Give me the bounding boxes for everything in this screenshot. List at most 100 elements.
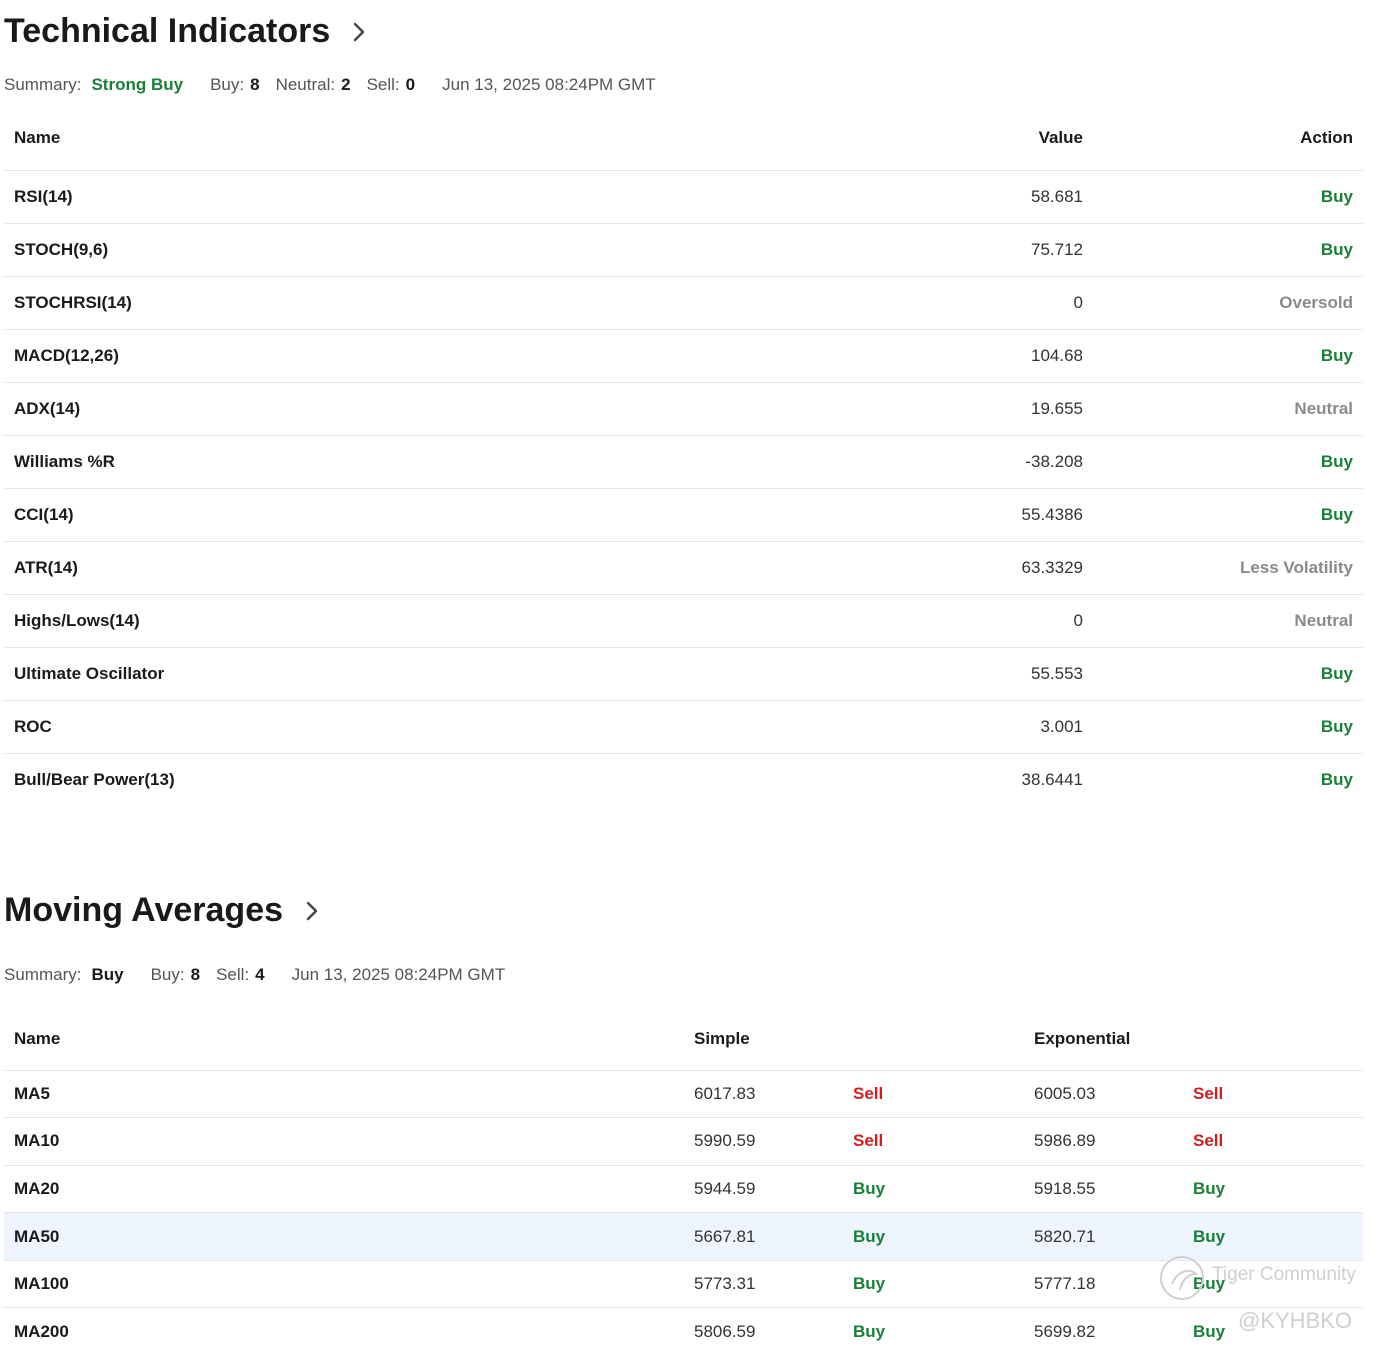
indicator-name: Williams %R xyxy=(14,451,115,471)
indicator-name: ATR(14) xyxy=(14,557,78,577)
ma-name: MA10 xyxy=(14,1131,60,1151)
table-row[interactable]: RSI(14) 58.681 Buy xyxy=(4,170,1363,223)
buy-label: Buy: xyxy=(150,965,185,984)
indicator-action: Less Volatility xyxy=(1239,557,1353,577)
table-row[interactable]: MA50 5667.81 Buy 5820.71 Buy xyxy=(4,1212,1363,1261)
table-row[interactable]: MA200 5806.59 Buy 5699.82 Buy xyxy=(4,1307,1363,1356)
indicator-value: 19.655 xyxy=(1031,398,1083,418)
technical-indicators-table: Name Value Action RSI(14) 58.681 Buy STOCH(… xyxy=(4,106,1363,806)
column-header-action: Action xyxy=(1300,127,1353,147)
table-row[interactable]: Ultimate Oscillator 55.553 Buy xyxy=(4,647,1363,700)
indicator-action: Buy xyxy=(1320,769,1353,789)
ma-exponential-value: 6005.03 xyxy=(1034,1083,1096,1103)
table-row[interactable]: MACD(12,26) 104.68 Buy xyxy=(4,329,1363,382)
ma-simple-action: Sell xyxy=(853,1131,884,1151)
ma-exponential-value: 5820.71 xyxy=(1034,1226,1096,1246)
buy-count: 8 xyxy=(250,75,260,94)
table-row[interactable]: STOCH(9,6) 75.712 Buy xyxy=(4,223,1363,276)
ma-name: MA200 xyxy=(14,1322,69,1342)
table-row[interactable]: MA5 6017.83 Sell 6005.03 Sell xyxy=(4,1070,1363,1118)
indicator-name: STOCH(9,6) xyxy=(14,239,109,259)
sell-count: 4 xyxy=(255,965,265,984)
column-header-name: Name xyxy=(14,1029,61,1049)
ma-simple-value: 5773.31 xyxy=(694,1274,756,1294)
buy-label: Buy: xyxy=(210,75,245,94)
indicator-name: ROC xyxy=(14,716,52,736)
indicator-action: Buy xyxy=(1320,663,1353,683)
ma-exponential-action: Sell xyxy=(1193,1131,1224,1151)
summary-label: Summary: xyxy=(4,965,82,984)
ma-simple-value: 6017.83 xyxy=(694,1083,756,1103)
indicator-value: 63.3329 xyxy=(1021,557,1083,577)
ma-name: MA100 xyxy=(14,1274,69,1294)
column-header-value: Value xyxy=(1038,127,1083,147)
technical-indicators-title[interactable]: Technical Indicators xyxy=(4,12,370,51)
ma-simple-value: 5667.81 xyxy=(694,1226,756,1246)
chevron-right-icon[interactable] xyxy=(348,21,370,43)
moving-averages-title[interactable]: Moving Averages xyxy=(4,891,323,930)
sell-label: Sell: xyxy=(216,965,250,984)
indicator-action: Neutral xyxy=(1294,610,1353,630)
ma-simple-action: Buy xyxy=(853,1274,886,1294)
indicator-value: 75.712 xyxy=(1031,239,1083,259)
ma-exponential-action: Buy xyxy=(1193,1178,1226,1198)
indicator-name: Ultimate Oscillator xyxy=(14,663,165,683)
ma-exponential-action: Buy xyxy=(1193,1322,1226,1342)
neutral-label: Neutral: xyxy=(275,75,336,94)
table-row[interactable]: MA20 5944.59 Buy 5918.55 Buy xyxy=(4,1165,1363,1213)
indicator-value: 58.681 xyxy=(1031,186,1083,206)
indicator-action: Oversold xyxy=(1279,292,1353,312)
indicator-name: ADX(14) xyxy=(14,398,81,418)
chevron-right-icon[interactable] xyxy=(301,900,323,922)
indicator-value: 55.553 xyxy=(1031,663,1083,683)
indicator-value: 0 xyxy=(1073,292,1083,312)
indicator-action: Buy xyxy=(1320,345,1353,365)
indicator-action: Buy xyxy=(1320,504,1353,524)
indicator-value: 104.68 xyxy=(1031,345,1083,365)
ma-name: MA20 xyxy=(14,1178,60,1198)
column-header-name: Name xyxy=(14,127,61,147)
indicator-name: Bull/Bear Power(13) xyxy=(14,769,175,789)
column-header-simple: Simple xyxy=(694,1029,750,1049)
ma-exponential-action: Buy xyxy=(1193,1274,1226,1294)
table-row[interactable]: Bull/Bear Power(13) 38.6441 Buy xyxy=(4,753,1363,806)
table-row[interactable]: ROC 3.001 Buy xyxy=(4,700,1363,753)
summary-label: Summary: xyxy=(4,75,82,94)
ma-simple-value: 5990.59 xyxy=(694,1131,756,1151)
table-row[interactable]: MA10 5990.59 Sell 5986.89 Sell xyxy=(4,1117,1363,1166)
table-row[interactable]: CCI(14) 55.4386 Buy xyxy=(4,488,1363,541)
neutral-count: 2 xyxy=(341,75,351,94)
indicator-value: -38.208 xyxy=(1025,451,1083,471)
ma-exponential-value: 5777.18 xyxy=(1034,1274,1096,1294)
table-row[interactable]: ATR(14) 63.3329 Less Volatility xyxy=(4,541,1363,594)
technical-summary: Summary: Strong Buy Buy: 8 Neutral: 2 Se… xyxy=(4,75,656,95)
ma-simple-value: 5944.59 xyxy=(694,1178,756,1198)
timestamp: Jun 13, 2025 08:24PM GMT xyxy=(442,75,656,94)
table-row[interactable]: Highs/Lows(14) 0 Neutral xyxy=(4,594,1363,647)
table-row[interactable]: STOCHRSI(14) 0 Oversold xyxy=(4,276,1363,329)
indicator-name: MACD(12,26) xyxy=(14,345,119,365)
table-row[interactable]: MA100 5773.31 Buy 5777.18 Buy xyxy=(4,1260,1363,1308)
indicator-name: CCI(14) xyxy=(14,504,74,524)
ma-name: MA5 xyxy=(14,1083,50,1103)
summary-value: Buy xyxy=(91,965,124,984)
indicator-value: 55.4386 xyxy=(1021,504,1083,524)
table-row[interactable]: Williams %R -38.208 Buy xyxy=(4,435,1363,488)
indicator-value: 3.001 xyxy=(1040,716,1083,736)
indicator-action: Neutral xyxy=(1294,398,1353,418)
sell-label: Sell: xyxy=(366,75,400,94)
ma-simple-action: Buy xyxy=(853,1322,886,1342)
column-header-exponential-action xyxy=(1183,1009,1363,1070)
summary-value: Strong Buy xyxy=(91,75,184,94)
ma-exponential-action: Sell xyxy=(1193,1083,1224,1103)
indicator-action: Buy xyxy=(1320,716,1353,736)
indicator-name: Highs/Lows(14) xyxy=(14,610,140,630)
timestamp: Jun 13, 2025 08:24PM GMT xyxy=(291,965,506,984)
table-row[interactable]: ADX(14) 19.655 Neutral xyxy=(4,382,1363,435)
ma-simple-value: 5806.59 xyxy=(694,1322,756,1342)
indicator-name: RSI(14) xyxy=(14,186,73,206)
indicator-name: STOCHRSI(14) xyxy=(14,292,132,312)
indicator-action: Buy xyxy=(1320,186,1353,206)
indicator-value: 38.6441 xyxy=(1021,769,1083,789)
ma-exponential-value: 5986.89 xyxy=(1034,1131,1096,1151)
